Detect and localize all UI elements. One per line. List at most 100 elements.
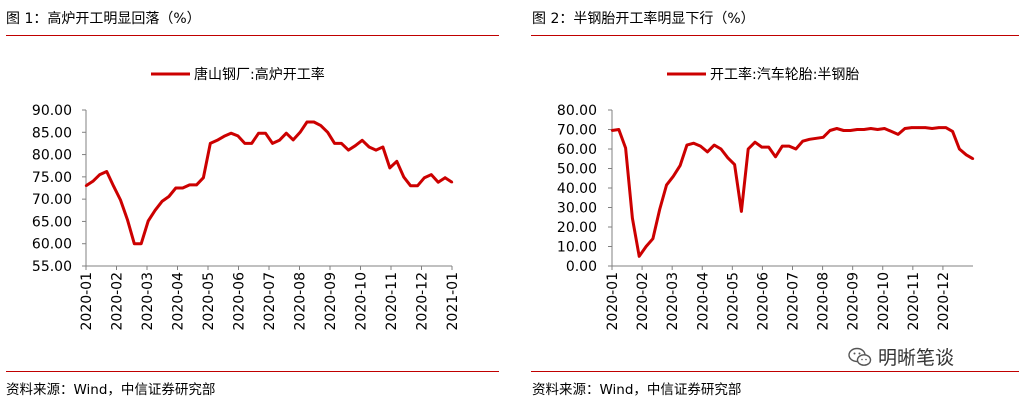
chart1-x-tick-label: 2020-05 [201,272,217,331]
chart2-data-point [801,140,804,143]
chart2-bottom-rule [531,371,1019,372]
chart2-data-point [753,141,757,144]
chart2-data-point [781,144,784,148]
chart2-data-point [713,143,716,147]
chart2-data-point [971,157,975,160]
chart1-data-point [216,139,219,142]
chart2-x-tick-label: 2020-11 [906,272,922,331]
chart2-data-point [944,126,947,129]
chart2-data-point [835,127,838,130]
chart1-data-point [147,219,150,223]
chart1-data-point [84,184,88,187]
chart2-data-point [624,146,627,150]
chart2-data-point [706,150,709,154]
chart1-data-point [312,120,316,124]
chart1-top-rule [6,35,499,36]
chart1-data-point [450,181,454,184]
chart1-y-tick-label: 80.00 [32,148,72,164]
chart2-data-point [856,128,859,131]
chart2-data-point [617,128,620,131]
chart1-data-point [112,185,115,188]
chart1-data-point [381,145,385,149]
chart2-y-tick-label: 80.00 [557,103,597,119]
chart1-data-point [298,131,302,134]
chart1-data-point [333,142,336,145]
chart1-source: 资料来源：Wind，中信证券研究部 [6,382,216,398]
chart1-x-tick-label: 2020-11 [384,272,400,331]
chart2-y-tick-label: 40.00 [557,181,597,197]
chart2-data-point [767,145,770,149]
chart1-data-point [395,160,398,163]
chart2-data-point [610,129,614,132]
chart1-data-point [326,131,329,134]
chart2-x-tick-label: 2020-12 [936,272,952,331]
chart2-x-tick-label: 2020-08 [816,272,832,331]
chart2-data-point [685,143,689,147]
chart2-title: 图 2：半钢胎开工率明显下行（%） [532,11,755,27]
chart1-x-tick-label: 2020-09 [323,272,339,331]
chart1-data-point [209,142,212,145]
chart2-data-point [883,127,886,130]
chart2-data-point [638,255,641,258]
chart2-data-point [937,126,941,129]
chart1-data-point [443,176,447,179]
chart2-y-tick-label: 10.00 [557,240,597,256]
watermark-text: 明晰笔谈 [878,347,955,369]
chart1-title: 图 1：高炉开工明显回落（%） [6,11,201,27]
chart2-data-point [733,163,736,166]
chart1-y-tick-label: 75.00 [32,170,72,186]
chart1-data-point [160,200,164,203]
chart2-top-rule [531,35,1019,36]
chart2-data-point [869,127,872,130]
chart2-data-point [747,147,750,151]
chart1-data-point [119,198,122,202]
chart1-data-point [340,142,343,145]
chart1-data-point [91,180,95,183]
chart2-y-tick-label: 70.00 [557,123,597,139]
chart2-data-point [822,136,825,139]
chart1-data-point [367,145,371,149]
chart1-data-point [354,144,357,147]
chart1-x-tick-label: 2020-02 [110,272,126,331]
chart1-x-tick-label: 2020-10 [354,272,370,331]
chart1-data-point [174,186,177,190]
chart1-x-tick-label: 2020-04 [171,272,187,331]
chart1-data-point [430,173,433,176]
chart1-data-point [250,142,253,145]
chart2-data-point [876,128,879,131]
chart1-data-point [195,183,198,187]
chart2-data-point [842,129,845,132]
wechat-icon [848,347,872,366]
chart1-data-point [140,242,143,245]
chart1-x-tick-label: 2020-01 [79,272,95,331]
chart2-data-point [644,245,648,248]
chart2-data-point [828,129,832,132]
chart2-data-point [678,164,682,167]
chart2-data-point [910,126,913,129]
chart1-data-point [416,184,419,187]
chart1-y-tick-label: 55.00 [32,259,72,275]
chart1-data-point [388,166,391,170]
chart2-data-point [651,237,655,240]
chart1-data-point [361,139,364,142]
chart2-data-point [808,138,811,141]
chart1-data-point [292,138,295,142]
chart2-data-point [862,128,866,131]
chart2-x-tick-label: 2020-02 [635,272,651,331]
chart2-y-tick-label: 60.00 [557,142,597,158]
chart1-x-tick-label: 2020-12 [415,272,431,331]
chart1-data-point [105,170,108,173]
chart2-data-point [815,137,818,140]
chart2-data-point [787,144,791,148]
chart2-data-point [665,183,668,187]
chart1-series-line [85,120,453,246]
chart1-data-point [437,181,440,184]
chart1-data-point [257,132,260,135]
chart2-data-point [774,155,777,158]
chart1-data-point [188,183,191,187]
chart1-data-point [305,120,309,124]
chart2-x-tick-label: 2020-09 [846,272,862,331]
chart1-data-point [271,142,274,145]
